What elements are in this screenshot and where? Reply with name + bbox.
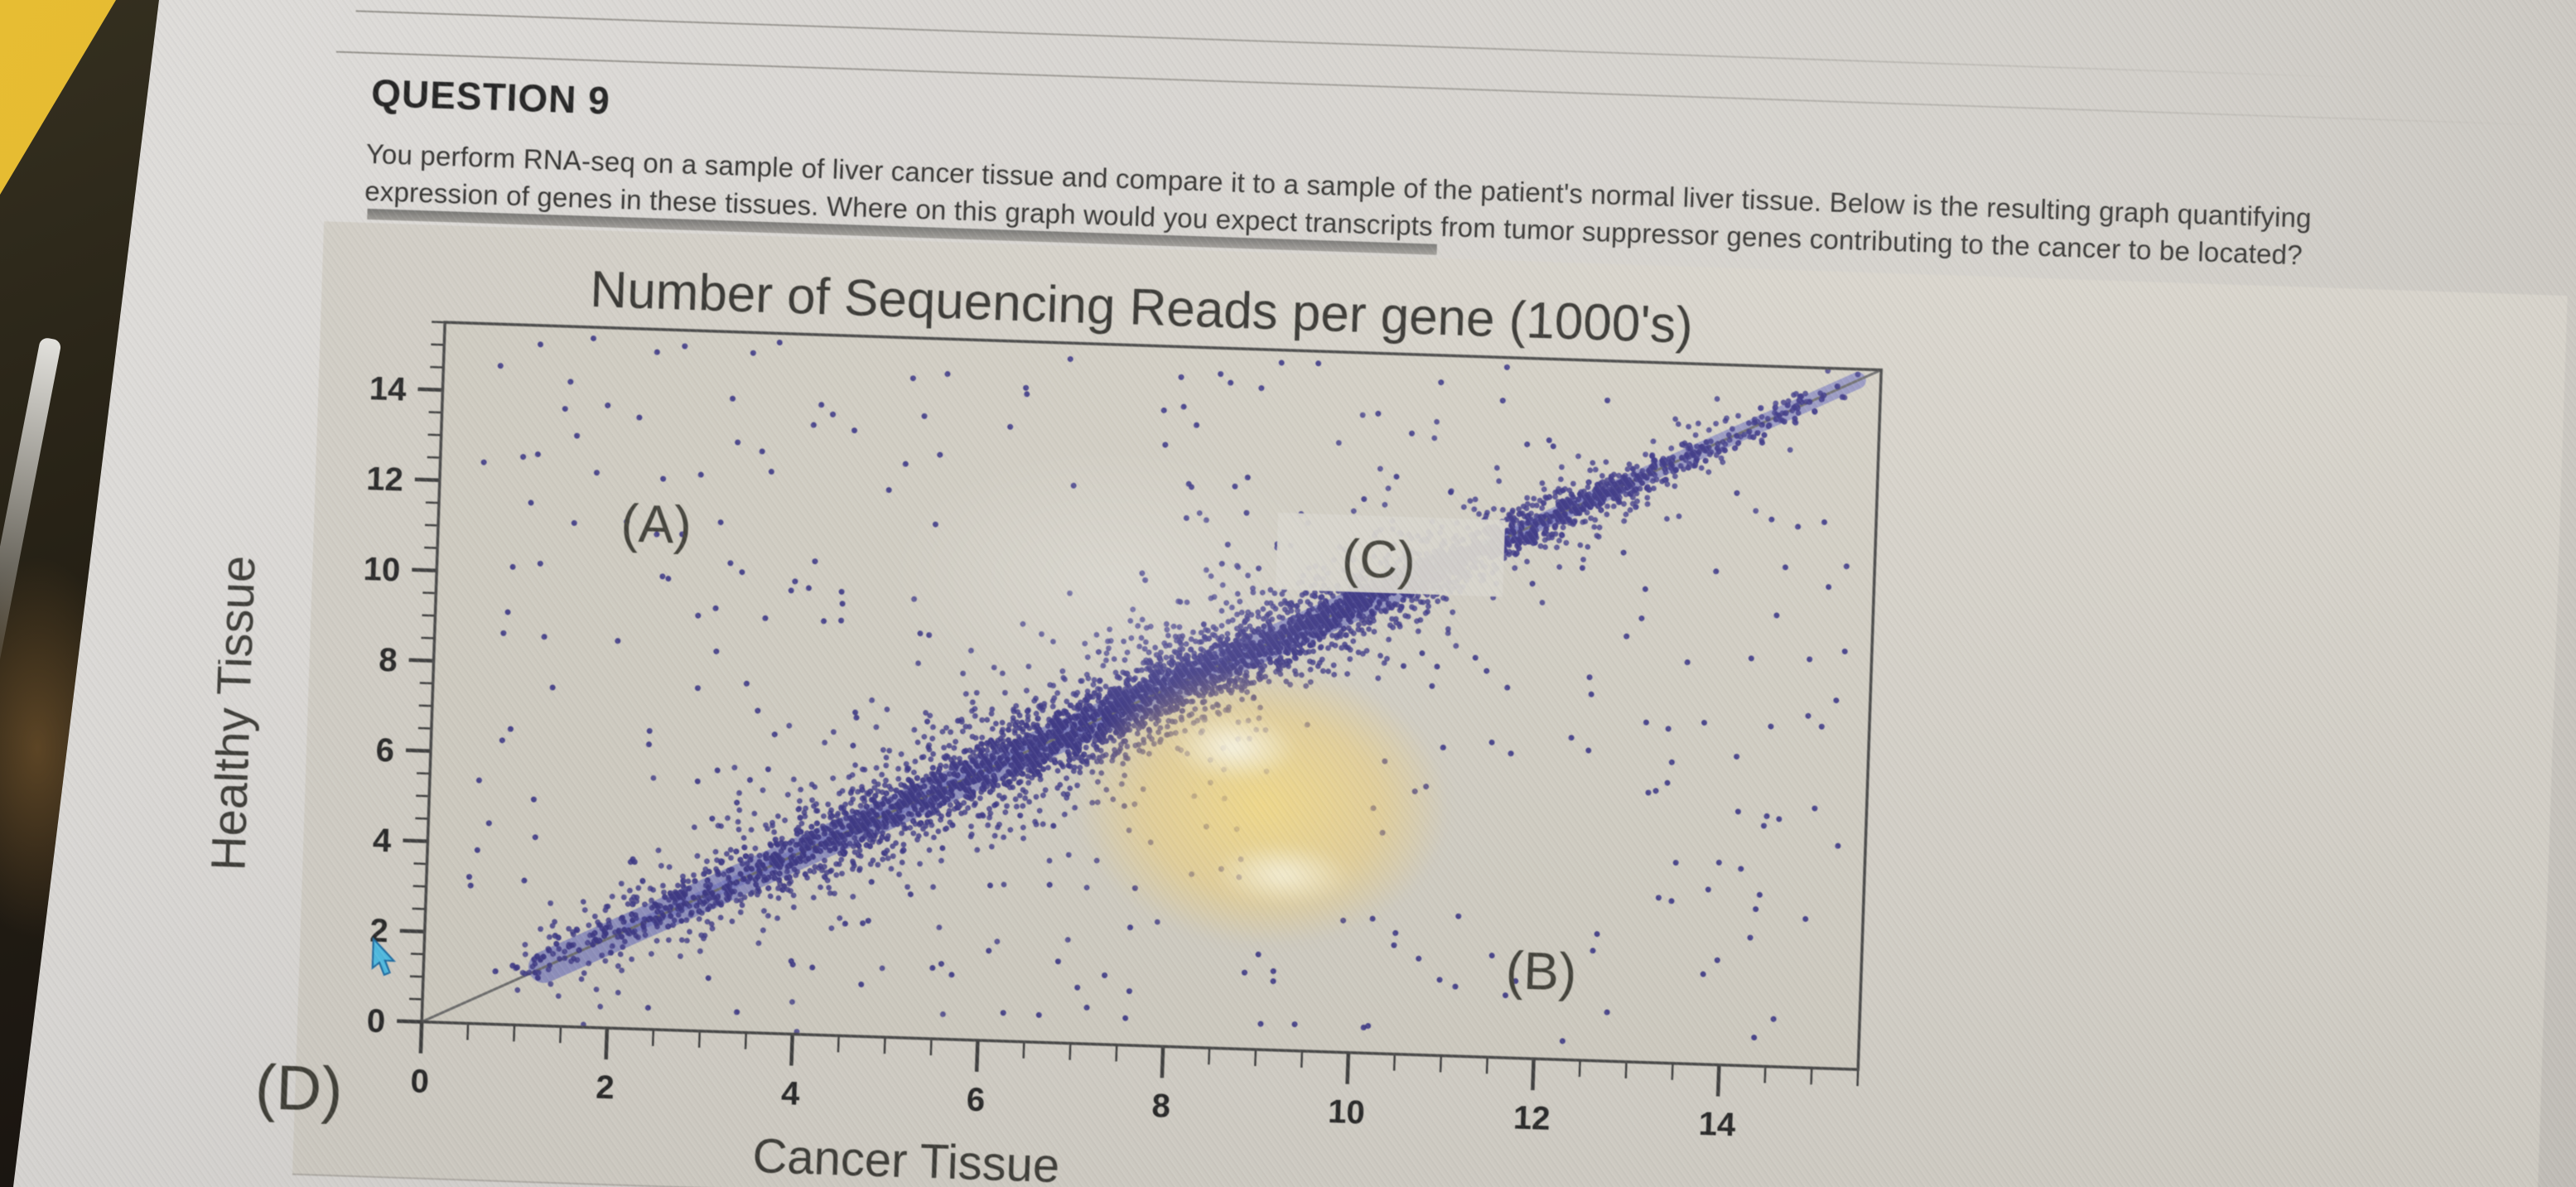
svg-text:0: 0 xyxy=(366,1002,386,1040)
section-divider xyxy=(335,51,2574,128)
region-label-a: (A) xyxy=(620,493,692,555)
svg-text:8: 8 xyxy=(1151,1088,1171,1125)
svg-text:14: 14 xyxy=(369,370,408,408)
svg-text:4: 4 xyxy=(780,1075,800,1112)
mouse-cursor-icon xyxy=(371,936,397,977)
top-divider xyxy=(355,10,2368,79)
x-axis-label: Cancer Tissue xyxy=(752,1129,1061,1187)
region-label-b: (B) xyxy=(1505,940,1578,1002)
y-axis-label: Healthy Tissue xyxy=(201,555,266,871)
svg-text:10: 10 xyxy=(363,551,401,588)
svg-text:12: 12 xyxy=(366,461,404,498)
question-header: QUESTION 9 xyxy=(370,71,611,123)
plot-frame xyxy=(420,321,1884,1071)
svg-text:2: 2 xyxy=(596,1069,615,1107)
svg-text:0: 0 xyxy=(410,1063,430,1100)
axis-ticks xyxy=(397,321,1860,1097)
svg-text:8: 8 xyxy=(379,642,398,679)
svg-text:4: 4 xyxy=(372,823,392,860)
svg-text:12: 12 xyxy=(1512,1099,1551,1136)
region-label-c: (C) xyxy=(1341,528,1416,591)
svg-text:6: 6 xyxy=(375,732,395,770)
region-label-d: (D) xyxy=(254,1052,344,1125)
figure-panel: 0 2 4 6 8 10 12 14 0 2 4 6 8 10 12 14 Number of Sequenci… xyxy=(201,221,2568,1187)
svg-text:10: 10 xyxy=(1328,1093,1366,1131)
svg-text:6: 6 xyxy=(966,1082,986,1119)
annotation-box-c xyxy=(1276,512,1506,597)
svg-text:14: 14 xyxy=(1698,1106,1737,1143)
